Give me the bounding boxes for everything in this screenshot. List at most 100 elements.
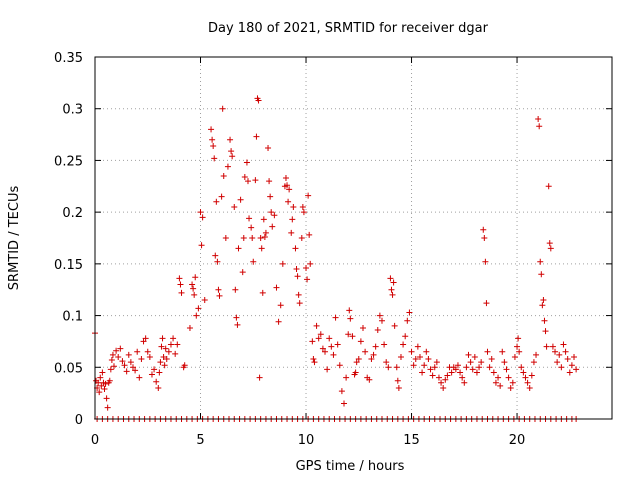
data-point — [463, 364, 470, 371]
data-point — [539, 302, 546, 309]
data-point — [497, 382, 504, 389]
data-point — [304, 276, 311, 283]
data-point — [560, 341, 567, 348]
data-point — [106, 377, 113, 384]
data-point — [482, 258, 489, 265]
data-point — [381, 341, 388, 348]
data-point — [328, 343, 335, 350]
data-point — [199, 214, 206, 221]
data-point — [419, 369, 426, 376]
data-point — [294, 273, 301, 280]
data-point — [520, 369, 527, 376]
data-point — [157, 359, 164, 366]
data-point — [121, 362, 128, 369]
x-tick-label: 15 — [403, 433, 420, 448]
data-point — [378, 317, 385, 324]
y-tick-label: 0 — [75, 413, 83, 428]
data-point — [471, 353, 478, 360]
data-point — [406, 309, 413, 316]
data-point — [214, 258, 221, 265]
data-point — [285, 198, 292, 205]
data-point — [252, 177, 259, 184]
data-point — [144, 348, 151, 355]
data-point — [454, 362, 461, 369]
data-point — [178, 289, 185, 296]
data-point — [414, 343, 421, 350]
data-point — [368, 356, 375, 363]
data-point — [355, 356, 362, 363]
data-point — [343, 374, 350, 381]
data-point — [376, 312, 383, 319]
data-point — [483, 300, 490, 307]
data-point — [140, 338, 147, 345]
data-point — [227, 136, 234, 143]
data-point — [535, 116, 542, 123]
x-tick-label: 0 — [91, 433, 99, 448]
data-point — [208, 126, 215, 133]
data-point — [98, 382, 105, 389]
data-point — [110, 363, 117, 370]
data-point — [514, 343, 521, 350]
data-point — [313, 322, 320, 329]
x-axis: 0 5 10 15 20 — [91, 57, 525, 448]
data-point — [507, 384, 514, 391]
data-point — [198, 242, 205, 249]
data-point — [119, 358, 126, 365]
data-point — [233, 314, 240, 321]
data-point — [353, 359, 360, 366]
y-axis-title: SRMTID / TECUs — [7, 186, 22, 291]
data-point — [216, 292, 223, 299]
data-point — [189, 281, 196, 288]
data-point — [288, 229, 295, 236]
data-point — [222, 235, 229, 241]
data-point — [509, 379, 516, 386]
data-point — [440, 384, 447, 391]
data-point — [136, 374, 143, 381]
data-point — [394, 377, 401, 384]
data-point — [541, 317, 548, 324]
data-point — [444, 372, 451, 379]
data-point — [253, 133, 260, 140]
data-point — [481, 235, 488, 241]
data-point — [311, 359, 318, 366]
data-point — [269, 223, 276, 230]
data-point — [134, 348, 141, 355]
data-point — [244, 178, 251, 185]
data-point — [265, 145, 272, 152]
data-point — [490, 369, 497, 376]
data-point — [334, 341, 341, 348]
data-point — [210, 142, 217, 149]
data-point — [250, 258, 257, 265]
data-point — [480, 226, 487, 233]
data-point — [142, 335, 149, 342]
y-tick-label: 0.15 — [54, 258, 83, 273]
data-point — [101, 386, 108, 393]
chart-title: Day 180 of 2021, SRMTID for receiver dga… — [208, 21, 489, 36]
data-point — [306, 231, 313, 238]
data-point — [220, 172, 227, 179]
data-point — [518, 364, 525, 371]
data-point — [366, 376, 373, 383]
data-point — [295, 291, 302, 298]
data-point — [457, 369, 464, 376]
data-point — [160, 353, 167, 360]
data-point — [556, 351, 563, 358]
data-point — [109, 351, 116, 358]
data-point — [229, 153, 236, 160]
data-point — [163, 356, 170, 363]
data-point — [412, 356, 419, 363]
data-point — [115, 353, 122, 360]
data-point — [296, 300, 303, 307]
data-point — [540, 297, 547, 304]
data-point — [299, 203, 306, 210]
data-point — [533, 351, 540, 358]
data-point — [537, 258, 544, 265]
data-point — [228, 148, 235, 155]
data-point — [290, 203, 297, 210]
data-point — [330, 351, 337, 358]
data-point — [176, 275, 183, 282]
data-point — [431, 364, 438, 371]
data-point — [218, 193, 225, 200]
data-point — [388, 286, 395, 293]
data-point — [387, 275, 394, 282]
